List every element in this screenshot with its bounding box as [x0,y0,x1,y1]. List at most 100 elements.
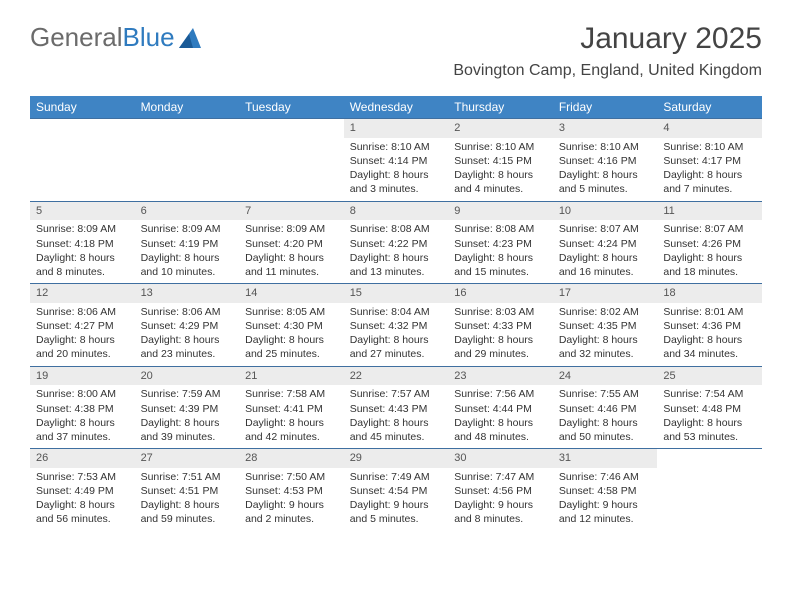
day-header: Monday [135,96,240,119]
calendar-cell: 13Sunrise: 8:06 AMSunset: 4:29 PMDayligh… [135,284,240,367]
location: Bovington Camp, England, United Kingdom [453,62,762,80]
calendar-cell: 11Sunrise: 8:07 AMSunset: 4:26 PMDayligh… [657,201,762,284]
calendar-cell: 28Sunrise: 7:50 AMSunset: 4:53 PMDayligh… [239,449,344,531]
day-number: 27 [135,449,240,468]
day-details: Sunrise: 8:10 AMSunset: 4:17 PMDaylight:… [657,138,762,201]
day-number: 1 [344,119,449,138]
calendar-cell: 8Sunrise: 8:08 AMSunset: 4:22 PMDaylight… [344,201,449,284]
day-details: Sunrise: 7:50 AMSunset: 4:53 PMDaylight:… [239,468,344,531]
day-number: 7 [239,202,344,221]
calendar-week: 12Sunrise: 8:06 AMSunset: 4:27 PMDayligh… [30,284,762,367]
day-number: 13 [135,284,240,303]
day-number: 11 [657,202,762,221]
day-number: 12 [30,284,135,303]
day-number: 20 [135,367,240,386]
day-details: Sunrise: 8:00 AMSunset: 4:38 PMDaylight:… [30,385,135,448]
day-details: Sunrise: 8:09 AMSunset: 4:18 PMDaylight:… [30,220,135,283]
day-header: Saturday [657,96,762,119]
day-number: 24 [553,367,658,386]
calendar-cell: 16Sunrise: 8:03 AMSunset: 4:33 PMDayligh… [448,284,553,367]
calendar-cell: 22Sunrise: 7:57 AMSunset: 4:43 PMDayligh… [344,366,449,449]
calendar-cell: 5Sunrise: 8:09 AMSunset: 4:18 PMDaylight… [30,201,135,284]
calendar-cell: 9Sunrise: 8:08 AMSunset: 4:23 PMDaylight… [448,201,553,284]
calendar-cell: 24Sunrise: 7:55 AMSunset: 4:46 PMDayligh… [553,366,658,449]
day-number: 3 [553,119,658,138]
day-details: Sunrise: 8:07 AMSunset: 4:26 PMDaylight:… [657,220,762,283]
calendar-cell: 25Sunrise: 7:54 AMSunset: 4:48 PMDayligh… [657,366,762,449]
day-header: Sunday [30,96,135,119]
day-details: Sunrise: 7:57 AMSunset: 4:43 PMDaylight:… [344,385,449,448]
day-number: 18 [657,284,762,303]
day-number: 16 [448,284,553,303]
day-number: 29 [344,449,449,468]
calendar-cell: 20Sunrise: 7:59 AMSunset: 4:39 PMDayligh… [135,366,240,449]
day-number: 10 [553,202,658,221]
day-number: 31 [553,449,658,468]
day-details: Sunrise: 7:56 AMSunset: 4:44 PMDaylight:… [448,385,553,448]
calendar-cell: 27Sunrise: 7:51 AMSunset: 4:51 PMDayligh… [135,449,240,531]
calendar-cell: 19Sunrise: 8:00 AMSunset: 4:38 PMDayligh… [30,366,135,449]
day-number: 30 [448,449,553,468]
calendar-cell: 30Sunrise: 7:47 AMSunset: 4:56 PMDayligh… [448,449,553,531]
day-header: Wednesday [344,96,449,119]
header: General Blue January 2025 Bovington Camp… [30,22,762,80]
day-details: Sunrise: 8:03 AMSunset: 4:33 PMDaylight:… [448,303,553,366]
calendar-body: ...... 1Sunrise: 8:10 AMSunset: 4:14 PMDa… [30,119,762,531]
day-details: Sunrise: 8:08 AMSunset: 4:23 PMDaylight:… [448,220,553,283]
day-details: Sunrise: 8:02 AMSunset: 4:35 PMDaylight:… [553,303,658,366]
day-details: Sunrise: 8:09 AMSunset: 4:19 PMDaylight:… [135,220,240,283]
day-details: Sunrise: 7:49 AMSunset: 4:54 PMDaylight:… [344,468,449,531]
calendar-table: SundayMondayTuesdayWednesdayThursdayFrid… [30,96,762,531]
brand-part2: Blue [123,22,175,53]
day-details: Sunrise: 8:04 AMSunset: 4:32 PMDaylight:… [344,303,449,366]
day-details: Sunrise: 8:10 AMSunset: 4:16 PMDaylight:… [553,138,658,201]
day-number: 2 [448,119,553,138]
day-number: 8 [344,202,449,221]
day-details: Sunrise: 8:06 AMSunset: 4:27 PMDaylight:… [30,303,135,366]
day-details: Sunrise: 8:10 AMSunset: 4:14 PMDaylight:… [344,138,449,201]
calendar-cell: 21Sunrise: 7:58 AMSunset: 4:41 PMDayligh… [239,366,344,449]
calendar-cell: 2Sunrise: 8:10 AMSunset: 4:15 PMDaylight… [448,119,553,202]
calendar-cell: 10Sunrise: 8:07 AMSunset: 4:24 PMDayligh… [553,201,658,284]
month-title: January 2025 [453,22,762,56]
calendar-cell: 15Sunrise: 8:04 AMSunset: 4:32 PMDayligh… [344,284,449,367]
day-number: 4 [657,119,762,138]
day-details: Sunrise: 7:54 AMSunset: 4:48 PMDaylight:… [657,385,762,448]
day-number: 26 [30,449,135,468]
calendar-week: 5Sunrise: 8:09 AMSunset: 4:18 PMDaylight… [30,201,762,284]
day-number: 23 [448,367,553,386]
calendar-cell: 14Sunrise: 8:05 AMSunset: 4:30 PMDayligh… [239,284,344,367]
calendar-cell: 3Sunrise: 8:10 AMSunset: 4:16 PMDaylight… [553,119,658,202]
sail-icon [179,28,201,48]
day-header: Thursday [448,96,553,119]
day-details: Sunrise: 7:51 AMSunset: 4:51 PMDaylight:… [135,468,240,531]
calendar-cell: 6Sunrise: 8:09 AMSunset: 4:19 PMDaylight… [135,201,240,284]
day-details: Sunrise: 8:10 AMSunset: 4:15 PMDaylight:… [448,138,553,201]
calendar-cell: .. [135,119,240,202]
calendar-cell: 23Sunrise: 7:56 AMSunset: 4:44 PMDayligh… [448,366,553,449]
day-details: Sunrise: 8:01 AMSunset: 4:36 PMDaylight:… [657,303,762,366]
day-details: Sunrise: 8:07 AMSunset: 4:24 PMDaylight:… [553,220,658,283]
day-details: Sunrise: 8:09 AMSunset: 4:20 PMDaylight:… [239,220,344,283]
day-number: 22 [344,367,449,386]
calendar-week: 19Sunrise: 8:00 AMSunset: 4:38 PMDayligh… [30,366,762,449]
calendar-cell: 1Sunrise: 8:10 AMSunset: 4:14 PMDaylight… [344,119,449,202]
calendar-cell: 4Sunrise: 8:10 AMSunset: 4:17 PMDaylight… [657,119,762,202]
calendar-cell: 12Sunrise: 8:06 AMSunset: 4:27 PMDayligh… [30,284,135,367]
day-number: 17 [553,284,658,303]
calendar-cell: .. [30,119,135,202]
day-number: 14 [239,284,344,303]
day-number: 19 [30,367,135,386]
calendar-cell: .. [657,449,762,531]
day-header: Friday [553,96,658,119]
day-details: Sunrise: 7:47 AMSunset: 4:56 PMDaylight:… [448,468,553,531]
day-details: Sunrise: 7:55 AMSunset: 4:46 PMDaylight:… [553,385,658,448]
brand-logo: General Blue [30,22,201,53]
day-details: Sunrise: 7:46 AMSunset: 4:58 PMDaylight:… [553,468,658,531]
calendar-cell: 31Sunrise: 7:46 AMSunset: 4:58 PMDayligh… [553,449,658,531]
calendar-cell: 17Sunrise: 8:02 AMSunset: 4:35 PMDayligh… [553,284,658,367]
calendar-head: SundayMondayTuesdayWednesdayThursdayFrid… [30,96,762,119]
brand-part1: General [30,22,123,53]
day-number: 15 [344,284,449,303]
day-details: Sunrise: 7:53 AMSunset: 4:49 PMDaylight:… [30,468,135,531]
